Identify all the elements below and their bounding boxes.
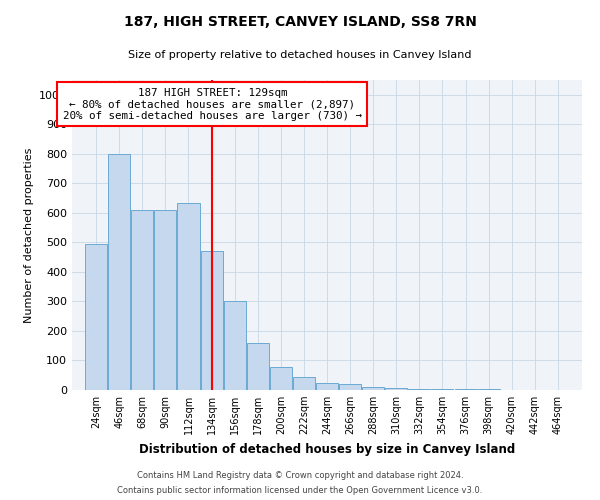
Bar: [362, 387, 384, 390]
Bar: [409, 388, 430, 390]
Y-axis label: Number of detached properties: Number of detached properties: [23, 148, 34, 322]
Bar: [85, 244, 107, 390]
Text: Contains public sector information licensed under the Open Government Licence v3: Contains public sector information licen…: [118, 486, 482, 495]
Text: 187, HIGH STREET, CANVEY ISLAND, SS8 7RN: 187, HIGH STREET, CANVEY ISLAND, SS8 7RN: [124, 15, 476, 29]
Bar: [131, 210, 154, 390]
Bar: [247, 343, 269, 390]
Bar: [178, 202, 199, 390]
Bar: [293, 378, 315, 390]
Bar: [385, 388, 407, 390]
X-axis label: Distribution of detached houses by size in Canvey Island: Distribution of detached houses by size …: [139, 442, 515, 456]
Bar: [154, 210, 176, 390]
Bar: [270, 368, 292, 390]
Bar: [478, 388, 500, 390]
Text: Contains HM Land Registry data © Crown copyright and database right 2024.: Contains HM Land Registry data © Crown c…: [137, 471, 463, 480]
Bar: [108, 154, 130, 390]
Text: Size of property relative to detached houses in Canvey Island: Size of property relative to detached ho…: [128, 50, 472, 60]
Bar: [455, 388, 476, 390]
Bar: [316, 382, 338, 390]
Bar: [431, 388, 454, 390]
Bar: [200, 250, 223, 390]
Text: 187 HIGH STREET: 129sqm
← 80% of detached houses are smaller (2,897)
20% of semi: 187 HIGH STREET: 129sqm ← 80% of detache…: [63, 88, 362, 121]
Bar: [339, 384, 361, 390]
Bar: [224, 300, 245, 390]
